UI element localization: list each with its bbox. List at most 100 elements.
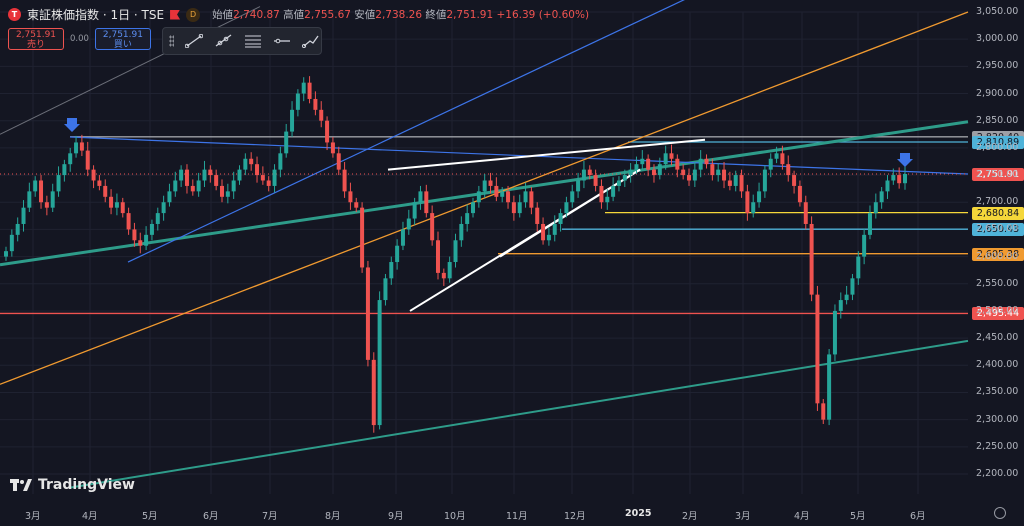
candle-body xyxy=(27,191,32,208)
candle-body xyxy=(138,240,143,246)
candle-body xyxy=(494,185,499,197)
candle-body xyxy=(447,262,452,279)
candle-body xyxy=(762,169,767,192)
candle-body xyxy=(558,213,563,224)
candle-body xyxy=(657,164,662,176)
candle-body xyxy=(803,202,808,224)
tradingview-watermark[interactable]: TradingView xyxy=(10,477,135,493)
candle-body xyxy=(646,158,651,170)
ray-icon[interactable] xyxy=(214,32,233,50)
path-icon[interactable] xyxy=(302,32,321,50)
settings-gear-icon[interactable] xyxy=(994,507,1006,519)
candle-body xyxy=(301,82,306,94)
candle-body xyxy=(167,191,172,203)
candle-body xyxy=(33,180,38,192)
fib-retracement-icon[interactable] xyxy=(243,32,262,50)
candle-body xyxy=(97,180,102,186)
candle-body xyxy=(476,191,481,203)
candle-body xyxy=(838,300,843,311)
candle-body xyxy=(255,164,260,176)
candle-body xyxy=(815,294,820,404)
price-axis-label: 2,850.00 xyxy=(976,114,1019,126)
candle-body xyxy=(745,191,750,214)
candle-body xyxy=(21,207,26,224)
candle-body xyxy=(751,202,756,214)
price-axis-label: 3,000.00 xyxy=(976,33,1019,45)
price-axis-label: 2,450.00 xyxy=(976,332,1019,344)
price-tag[interactable]: 2,810.89 xyxy=(972,135,1024,149)
candle-body xyxy=(687,175,692,181)
candle-body xyxy=(266,180,271,186)
price-axis-label: 2,500.00 xyxy=(976,304,1019,316)
candle-body xyxy=(184,169,189,186)
symbol-title[interactable]: 東証株価指数 · 1日 · TSE xyxy=(27,8,165,22)
candle-body xyxy=(581,169,586,181)
candle-body xyxy=(272,169,277,186)
candle-body xyxy=(400,229,405,246)
time-axis-label: 9月 xyxy=(388,511,404,522)
candle-body xyxy=(903,173,907,184)
time-axis-label: 3月 xyxy=(735,511,751,522)
time-axis-label: 4月 xyxy=(82,511,98,522)
candle-body xyxy=(739,175,744,192)
price-axis-label: 2,350.00 xyxy=(976,386,1019,398)
price-axis-label: 2,400.00 xyxy=(976,359,1019,371)
price-tag[interactable]: 2,495.44 xyxy=(972,307,1024,321)
horizontal-line-icon[interactable] xyxy=(272,32,291,50)
candle-body xyxy=(523,191,528,203)
trend-line xyxy=(0,11,969,385)
candle-body xyxy=(85,150,90,170)
candle-body xyxy=(79,142,84,151)
candle-body xyxy=(570,191,575,203)
candle-body xyxy=(348,191,353,203)
price-tag[interactable]: 2,605.38 xyxy=(972,247,1024,261)
tse-logo-icon: T xyxy=(8,8,21,21)
candle-body xyxy=(342,169,347,192)
candle-body xyxy=(190,185,195,192)
candle-body xyxy=(535,207,540,224)
data-badge[interactable]: D xyxy=(186,7,201,22)
candle-body xyxy=(675,158,680,170)
candle-body xyxy=(15,223,20,235)
candle-body xyxy=(325,120,330,143)
time-axis-label: 5月 xyxy=(142,511,158,522)
candle-body xyxy=(500,191,505,197)
candle-body xyxy=(622,175,627,181)
candle-body xyxy=(144,234,149,246)
candle-body xyxy=(330,142,335,154)
candle-body xyxy=(797,185,802,203)
buy-button[interactable]: 2,751.91 買い xyxy=(94,28,151,50)
candle-body xyxy=(844,294,849,301)
candle-body xyxy=(202,169,207,181)
trend-line xyxy=(499,168,641,258)
candle-body xyxy=(418,191,423,203)
candle-body xyxy=(126,213,131,230)
down-arrow-icon xyxy=(64,118,80,132)
flag-icon[interactable] xyxy=(170,9,181,20)
candle-body xyxy=(377,300,382,426)
candle-body xyxy=(441,272,446,279)
candle-body xyxy=(161,202,166,214)
candle-body xyxy=(231,180,236,192)
price-tag[interactable]: 2,680.84 xyxy=(972,206,1024,220)
candle-body xyxy=(313,98,318,110)
trend-line xyxy=(387,138,706,171)
price-tag[interactable]: 2,650.43 xyxy=(972,223,1024,237)
candle-body xyxy=(599,185,604,203)
candle-body xyxy=(120,202,125,214)
candle-body xyxy=(482,180,487,192)
trend-line-icon[interactable] xyxy=(184,32,203,50)
candle-body xyxy=(290,109,295,132)
drag-handle-icon[interactable] xyxy=(169,35,175,47)
candle-body xyxy=(109,196,114,208)
candle-body xyxy=(897,175,902,184)
candle-body xyxy=(704,158,709,165)
candle-body xyxy=(4,251,8,257)
price-tag[interactable]: 2,751.91 xyxy=(972,168,1024,182)
candle-body xyxy=(260,175,265,181)
candle-body xyxy=(219,185,224,197)
candle-body xyxy=(885,180,890,192)
sell-button[interactable]: 2,751.91 売り xyxy=(8,28,64,50)
candle-body xyxy=(727,180,732,186)
